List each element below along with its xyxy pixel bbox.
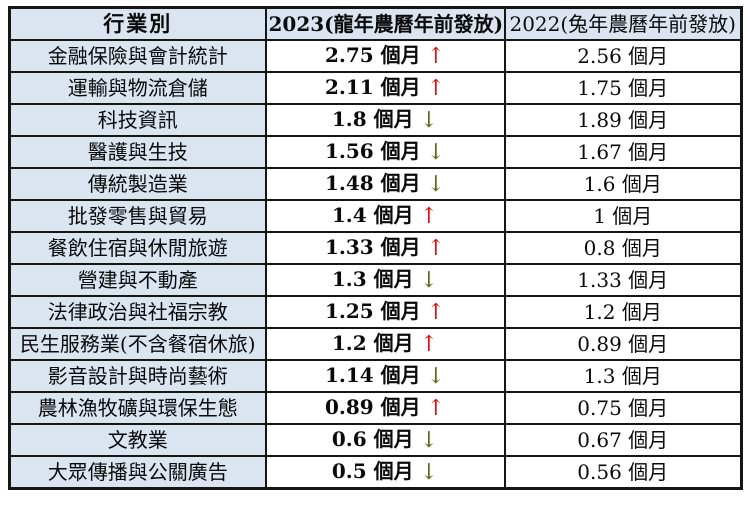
- industry-name-cell: 傳統製造業: [8, 167, 267, 201]
- industry-name-cell: 法律政治與社福宗教: [8, 295, 267, 329]
- bonus-2023-value: 1.3 個月: [331, 267, 414, 292]
- bonus-2023-value: 1.33 個月: [324, 235, 421, 260]
- industry-name-cell: 文教業: [8, 423, 267, 457]
- trend-down-icon: ↓: [419, 268, 439, 294]
- table-row: 民生服務業(不含餐宿休旅) 1.2 個月 ↑ 0.89 個月: [8, 327, 743, 361]
- table-row: 運輸與物流倉儲 2.11 個月 ↑ 1.75 個月: [8, 71, 743, 105]
- trend-down-icon: ↓: [426, 172, 446, 198]
- column-header-industry: 行業別: [8, 6, 267, 41]
- bonus-2023-cell: 1.2 個月 ↑: [264, 327, 506, 361]
- bonus-2023-cell: 0.5 個月 ↓: [264, 455, 506, 490]
- bonus-2023-cell: 1.8 個月 ↓: [264, 103, 506, 137]
- trend-up-icon: ↑: [426, 44, 446, 70]
- table-row: 科技資訊 1.8 個月 ↓ 1.89 個月: [8, 103, 743, 137]
- trend-up-icon: ↑: [426, 300, 446, 326]
- table-row: 營建與不動產 1.3 個月 ↓ 1.33 個月: [8, 263, 743, 297]
- bonus-2023-cell: 1.48 個月 ↓: [264, 167, 506, 201]
- trend-down-icon: ↓: [419, 428, 439, 454]
- bonus-2022-cell: 0.75 個月: [503, 391, 743, 425]
- industry-name-cell: 運輸與物流倉儲: [8, 71, 267, 105]
- bonus-2022-cell: 0.89 個月: [503, 327, 743, 361]
- column-header-2022: 2022(兔年農曆年前發放): [503, 6, 743, 41]
- bonus-2023-value: 1.48 個月: [324, 171, 421, 196]
- bonus-2023-cell: 1.4 個月 ↑: [264, 199, 506, 233]
- bonus-2022-cell: 1.89 個月: [503, 103, 743, 137]
- table-row: 法律政治與社福宗教 1.25 個月 ↑ 1.2 個月: [8, 295, 743, 329]
- table-row: 影音設計與時尚藝術 1.14 個月 ↓ 1.3 個月: [8, 359, 743, 393]
- bonus-2022-cell: 1 個月: [503, 199, 743, 233]
- trend-up-icon: ↑: [426, 396, 446, 422]
- industry-name-cell: 餐飲住宿與休閒旅遊: [8, 231, 267, 265]
- trend-down-icon: ↓: [419, 460, 439, 486]
- industry-name-cell: 影音設計與時尚藝術: [8, 359, 267, 393]
- trend-up-icon: ↑: [426, 76, 446, 102]
- industry-name-cell: 科技資訊: [8, 103, 267, 137]
- bonus-2022-cell: 1.75 個月: [503, 71, 743, 105]
- industry-name-cell: 農林漁牧礦與環保生態: [8, 391, 267, 425]
- bonus-2023-cell: 2.75 個月 ↑: [264, 39, 506, 73]
- trend-down-icon: ↓: [426, 364, 446, 390]
- industry-name-cell: 金融保險與會計統計: [8, 39, 267, 73]
- column-header-2023: 2023(龍年農曆年前發放): [264, 6, 506, 41]
- table-row: 大眾傳播與公關廣告 0.5 個月 ↓ 0.56 個月: [8, 455, 743, 490]
- table-row: 批發零售與貿易 1.4 個月 ↑ 1 個月: [8, 199, 743, 233]
- bonus-2023-value: 1.56 個月: [324, 139, 421, 164]
- bonus-2023-cell: 1.3 個月 ↓: [264, 263, 506, 297]
- table-row: 金融保險與會計統計 2.75 個月 ↑ 2.56 個月: [8, 39, 743, 73]
- bonus-2023-value: 1.14 個月: [324, 363, 421, 388]
- year-end-bonus-table: 行業別 2023(龍年農曆年前發放) 2022(兔年農曆年前發放) 金融保險與會…: [8, 6, 743, 490]
- table-row: 農林漁牧礦與環保生態 0.89 個月 ↑ 0.75 個月: [8, 391, 743, 425]
- bonus-2023-cell: 2.11 個月 ↑: [264, 71, 506, 105]
- industry-name-cell: 批發零售與貿易: [8, 199, 267, 233]
- bonus-2023-value: 1.2 個月: [331, 331, 414, 356]
- bonus-2022-cell: 0.67 個月: [503, 423, 743, 457]
- bonus-2022-cell: 1.3 個月: [503, 359, 743, 393]
- bonus-2023-cell: 0.89 個月 ↑: [264, 391, 506, 425]
- bonus-2022-cell: 2.56 個月: [503, 39, 743, 73]
- bonus-2023-value: 0.89 個月: [324, 395, 421, 420]
- bonus-2023-cell: 1.33 個月 ↑: [264, 231, 506, 265]
- bonus-2023-cell: 1.14 個月 ↓: [264, 359, 506, 393]
- bonus-2023-cell: 1.56 個月 ↓: [264, 135, 506, 169]
- industry-name-cell: 營建與不動產: [8, 263, 267, 297]
- table-row: 文教業 0.6 個月 ↓ 0.67 個月: [8, 423, 743, 457]
- bonus-2022-cell: 1.33 個月: [503, 263, 743, 297]
- bonus-2023-cell: 0.6 個月 ↓: [264, 423, 506, 457]
- bonus-2023-value: 1.8 個月: [331, 107, 414, 132]
- bonus-2023-value: 2.75 個月: [324, 43, 421, 68]
- bonus-2023-value: 1.25 個月: [324, 299, 421, 324]
- trend-down-icon: ↓: [426, 140, 446, 166]
- industry-name-cell: 大眾傳播與公關廣告: [8, 455, 267, 490]
- table-row: 餐飲住宿與休閒旅遊 1.33 個月 ↑ 0.8 個月: [8, 231, 743, 265]
- table-header: 行業別 2023(龍年農曆年前發放) 2022(兔年農曆年前發放): [8, 6, 743, 41]
- trend-down-icon: ↓: [419, 108, 439, 134]
- header-row: 行業別 2023(龍年農曆年前發放) 2022(兔年農曆年前發放): [8, 6, 743, 41]
- table-row: 傳統製造業 1.48 個月 ↓ 1.6 個月: [8, 167, 743, 201]
- bonus-2023-value: 0.6 個月: [331, 427, 414, 452]
- bonus-2023-cell: 1.25 個月 ↑: [264, 295, 506, 329]
- trend-up-icon: ↑: [419, 332, 439, 358]
- bonus-2023-value: 2.11 個月: [324, 75, 421, 100]
- table-body: 金融保險與會計統計 2.75 個月 ↑ 2.56 個月 運輸與物流倉儲 2.11 個月 ↑ 1…: [8, 39, 743, 490]
- bonus-2022-cell: 1.67 個月: [503, 135, 743, 169]
- trend-up-icon: ↑: [419, 204, 439, 230]
- industry-name-cell: 民生服務業(不含餐宿休旅): [8, 327, 267, 361]
- industry-name-cell: 醫護與生技: [8, 135, 267, 169]
- bonus-2022-cell: 0.56 個月: [503, 455, 743, 490]
- bonus-2022-cell: 0.8 個月: [503, 231, 743, 265]
- bonus-2022-cell: 1.2 個月: [503, 295, 743, 329]
- bonus-2022-cell: 1.6 個月: [503, 167, 743, 201]
- bonus-2023-value: 1.4 個月: [331, 203, 414, 228]
- table-row: 醫護與生技 1.56 個月 ↓ 1.67 個月: [8, 135, 743, 169]
- bonus-2023-value: 0.5 個月: [331, 459, 414, 484]
- trend-up-icon: ↑: [426, 236, 446, 262]
